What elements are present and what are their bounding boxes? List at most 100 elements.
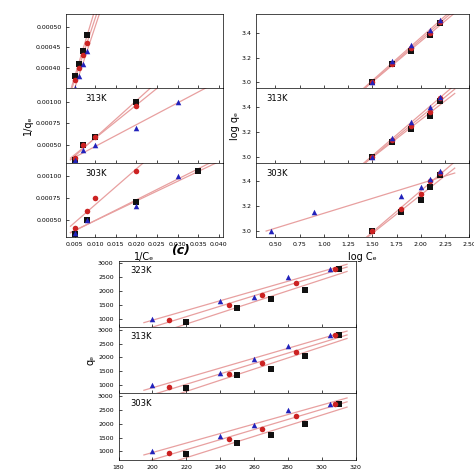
Point bbox=[83, 216, 91, 223]
Point bbox=[165, 383, 173, 390]
Point bbox=[437, 17, 444, 24]
Point bbox=[91, 133, 99, 140]
Text: 313K: 313K bbox=[130, 332, 152, 341]
Y-axis label: 1/qₑ: 1/qₑ bbox=[23, 116, 33, 136]
Point bbox=[91, 141, 99, 149]
Point bbox=[133, 98, 140, 105]
Point bbox=[75, 60, 82, 67]
Text: 313K: 313K bbox=[266, 94, 288, 103]
Point bbox=[398, 192, 405, 200]
Point bbox=[335, 265, 342, 273]
Point bbox=[225, 435, 232, 443]
Point bbox=[427, 112, 434, 119]
Point bbox=[133, 124, 140, 132]
Point bbox=[388, 138, 395, 146]
Point bbox=[91, 133, 99, 140]
Point bbox=[148, 447, 156, 455]
Point bbox=[292, 348, 300, 356]
Point bbox=[335, 401, 342, 408]
Point bbox=[368, 227, 376, 235]
Point bbox=[267, 365, 274, 373]
Point bbox=[437, 93, 444, 101]
Point bbox=[331, 265, 339, 273]
Point bbox=[388, 60, 395, 67]
Point bbox=[301, 420, 309, 428]
Point bbox=[259, 292, 266, 299]
Point bbox=[267, 431, 274, 439]
Point bbox=[216, 297, 224, 305]
Point bbox=[83, 47, 91, 55]
Point bbox=[83, 207, 91, 215]
Point bbox=[301, 352, 309, 360]
Point bbox=[91, 194, 99, 201]
Point bbox=[259, 359, 266, 367]
Point bbox=[437, 97, 444, 105]
Point bbox=[284, 343, 292, 350]
Point bbox=[182, 450, 190, 458]
Point bbox=[407, 118, 415, 126]
Point bbox=[233, 304, 241, 311]
Text: 303K: 303K bbox=[266, 169, 288, 178]
X-axis label: log Cₑ: log Cₑ bbox=[348, 253, 377, 263]
Point bbox=[331, 332, 339, 339]
Point bbox=[83, 39, 91, 47]
Point bbox=[427, 175, 434, 182]
Point bbox=[75, 64, 82, 72]
Point bbox=[407, 122, 415, 129]
Point bbox=[398, 209, 405, 216]
Point bbox=[71, 76, 78, 84]
Point bbox=[250, 293, 258, 301]
Point bbox=[427, 31, 434, 39]
Point bbox=[148, 381, 156, 389]
Point bbox=[79, 141, 87, 149]
Point bbox=[437, 95, 444, 102]
Point bbox=[79, 146, 87, 154]
Point bbox=[388, 137, 395, 144]
Point bbox=[83, 216, 91, 223]
Point bbox=[427, 177, 434, 185]
Point bbox=[301, 286, 309, 293]
Point bbox=[133, 198, 140, 206]
Point bbox=[368, 153, 376, 160]
Point bbox=[71, 225, 78, 232]
Text: 323K: 323K bbox=[130, 266, 152, 275]
Point bbox=[79, 141, 87, 149]
Point bbox=[310, 209, 318, 216]
Point bbox=[182, 384, 190, 392]
Point bbox=[284, 273, 292, 281]
Point bbox=[71, 156, 78, 164]
Point bbox=[250, 421, 258, 429]
Point bbox=[75, 73, 82, 80]
Point bbox=[398, 205, 405, 212]
Point bbox=[427, 184, 434, 191]
Point bbox=[71, 230, 78, 238]
Point bbox=[233, 372, 241, 379]
Point bbox=[83, 31, 91, 39]
Point bbox=[427, 27, 434, 34]
Point bbox=[335, 332, 342, 339]
Point bbox=[437, 168, 444, 175]
Point bbox=[259, 426, 266, 433]
Text: (c): (c) bbox=[171, 244, 190, 256]
Point bbox=[326, 401, 334, 408]
Point bbox=[133, 102, 140, 110]
Point bbox=[331, 401, 339, 408]
Point bbox=[437, 19, 444, 27]
Point bbox=[292, 412, 300, 419]
Point bbox=[427, 103, 434, 111]
Point bbox=[388, 134, 395, 142]
Y-axis label: log qₑ: log qₑ bbox=[230, 111, 240, 140]
Point bbox=[71, 229, 78, 237]
X-axis label: 1/Cₑ: 1/Cₑ bbox=[135, 253, 155, 263]
Point bbox=[437, 169, 444, 176]
Point bbox=[417, 190, 425, 198]
Point bbox=[79, 60, 87, 67]
Point bbox=[368, 79, 376, 86]
Point bbox=[71, 73, 78, 80]
Point bbox=[388, 57, 395, 65]
Point bbox=[284, 406, 292, 414]
Point bbox=[388, 60, 395, 67]
Point bbox=[133, 168, 140, 175]
Point bbox=[407, 47, 415, 55]
Point bbox=[194, 168, 202, 175]
